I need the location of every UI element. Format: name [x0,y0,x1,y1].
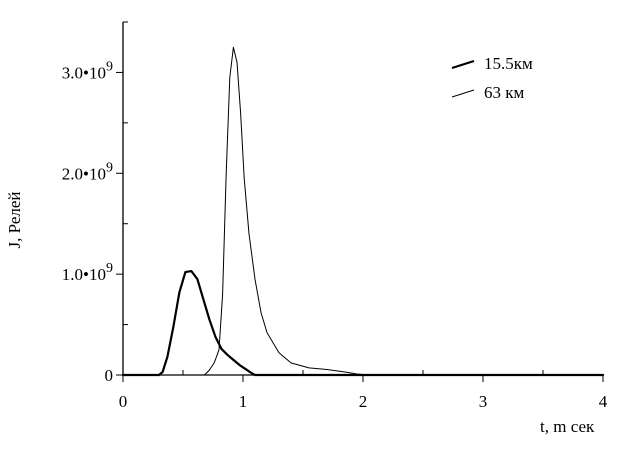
x-tick-label: 4 [599,392,608,411]
x-axis-title: t, m сек [540,417,595,436]
legend-swatch-1 [451,59,475,70]
legend-label-2: 63 км [484,83,525,102]
x-tick-label: 3 [479,392,488,411]
series-layer [121,46,605,377]
y-tick-label: 1.0•109 [62,261,113,284]
y-tick-label: 2.0•109 [62,160,113,183]
y-tick-label: 3.0•109 [62,59,113,82]
legend: 15.5км 63 км [451,54,533,102]
x-tick-label: 0 [119,392,128,411]
legend-swatch-2 [451,89,475,98]
series-line-1 [121,270,605,377]
x-tick-label: 1 [239,392,248,411]
legend-label-1: 15.5км [484,54,533,73]
x-tick-label: 2 [359,392,368,411]
axes: 0 1 2 3 4 0 1.0•109 2.0•109 3.0•109 [62,21,608,411]
y-axis-title: J, Релей [5,191,24,248]
series-line-2 [122,46,604,376]
y-tick-label: 0 [105,366,114,385]
